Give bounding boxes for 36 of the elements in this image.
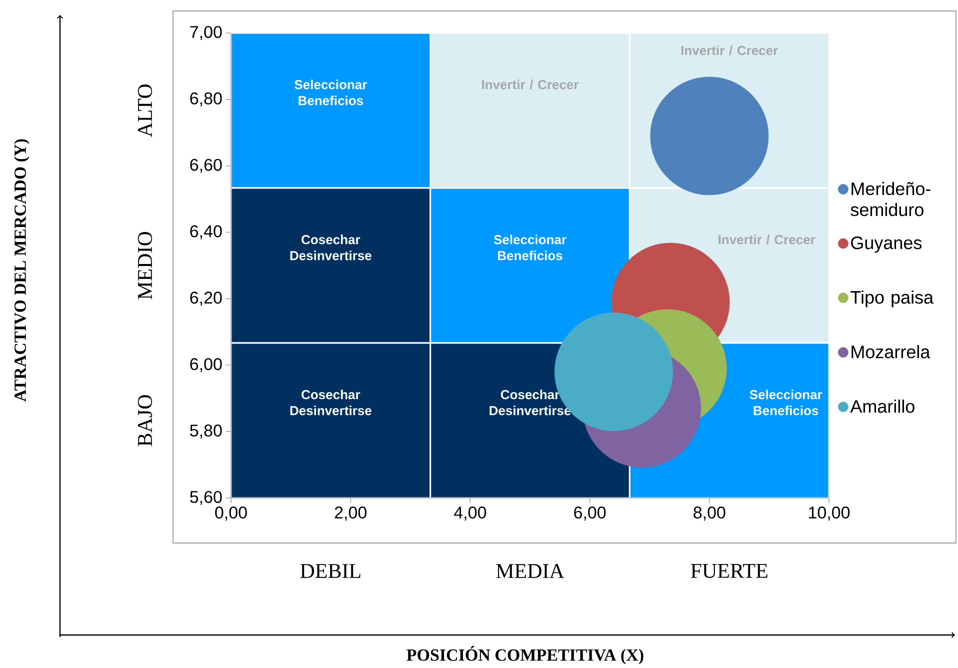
y-tick-label: 6,00 bbox=[190, 358, 222, 372]
y-tick-label: 6,80 bbox=[190, 92, 222, 106]
x-tick-label: 10,00 bbox=[809, 506, 850, 521]
text: Cosechar Desinvertirse bbox=[290, 390, 372, 416]
text: Invertir / Crecer bbox=[718, 234, 816, 244]
y-axis-title: ATRACTIVO DEL MERCADO (Y) bbox=[14, 139, 30, 402]
x-tick-label: 4,00 bbox=[454, 506, 486, 521]
text: Invertir / Crecer bbox=[482, 80, 579, 90]
y-tick-label: 7,00 bbox=[190, 26, 222, 40]
text: Cosechar Desinvertirse bbox=[490, 390, 571, 416]
category-label: MEDIA bbox=[496, 564, 564, 578]
y-tick-label: 6,20 bbox=[190, 292, 222, 306]
text: Cosechar Desinvertirse bbox=[290, 234, 372, 260]
y-tick-label: 5,60 bbox=[190, 490, 222, 506]
x-tick-label: 6,00 bbox=[574, 506, 606, 521]
x-tick-label: 0,00 bbox=[215, 506, 247, 521]
x-axis-title: POSICIÓN COMPETITIVA (X) bbox=[406, 646, 644, 664]
legend-label: Merideño-semiduro bbox=[850, 182, 930, 216]
text: Seleccionar Beneficios bbox=[294, 80, 367, 106]
category-label: ALTO bbox=[138, 84, 152, 138]
legend-label: Tipo paisa bbox=[850, 290, 934, 308]
text: Seleccionar Beneficios bbox=[750, 390, 822, 416]
legend-label: Guyanes bbox=[851, 236, 922, 253]
legend-label: Mozarrela bbox=[852, 345, 930, 358]
y-tick-label: 5,80 bbox=[190, 424, 222, 439]
text: Invertir / Crecer bbox=[681, 46, 778, 56]
category-label: FUERTE bbox=[690, 564, 768, 578]
category-label: MEDIO bbox=[138, 232, 152, 300]
text: Seleccionar Beneficios bbox=[494, 234, 566, 260]
y-tick-label: 6,60 bbox=[190, 158, 222, 173]
x-tick-label: 2,00 bbox=[334, 506, 366, 521]
category-label: BAJO bbox=[138, 395, 152, 446]
x-tick-label: 8,00 bbox=[694, 506, 726, 521]
category-label: DEBIL bbox=[300, 564, 360, 578]
legend-label: Amarillo bbox=[850, 400, 914, 413]
y-tick-label: 6,40 bbox=[190, 225, 222, 240]
